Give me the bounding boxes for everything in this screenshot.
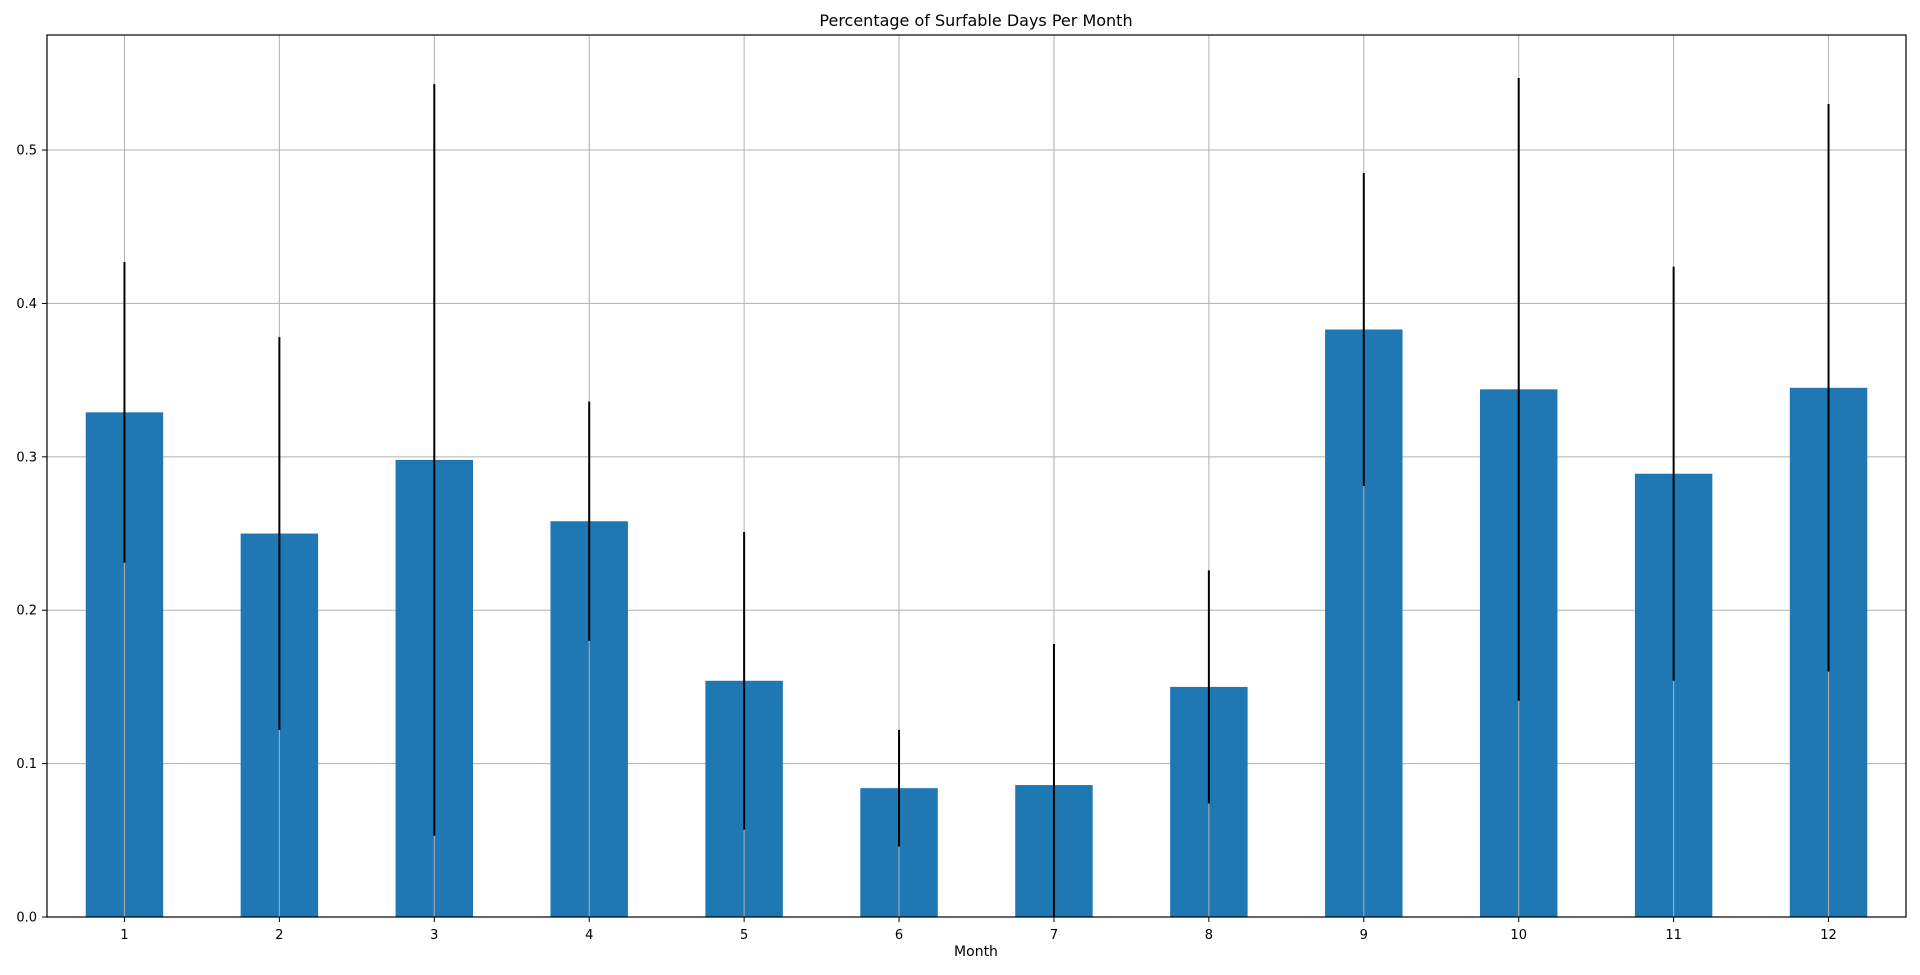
bars-layer (85, 329, 1868, 917)
plot-frame (46, 34, 1907, 918)
y-tick-label: 0.1 (16, 757, 37, 772)
chart-title: Percentage of Surfable Days Per Month (819, 11, 1132, 30)
y-tick-label: 0.3 (16, 450, 37, 465)
x-tick-label: 12 (1820, 928, 1837, 943)
x-tick-label: 1 (120, 928, 128, 943)
y-tick-label: 0.4 (16, 297, 37, 312)
ticks-layer: 0.00.10.20.30.40.51 2 3 4 5 6 7 8 9 10 11 12 (16, 144, 1837, 943)
x-axis-label: Month (954, 944, 998, 960)
x-tick-label: 10 (1510, 928, 1527, 943)
x-tick-label: 4 (585, 928, 593, 943)
x-tick-label: 6 (895, 928, 903, 943)
x-tick-label: 2 (275, 928, 283, 943)
x-tick-label: 3 (430, 928, 438, 943)
x-tick-label: 7 (1050, 928, 1058, 943)
x-tick-label: 9 (1360, 928, 1368, 943)
x-tick-label: 11 (1665, 928, 1682, 943)
x-tick-label: 8 (1205, 928, 1213, 943)
grid-layer (47, 149, 1906, 918)
y-tick-label: 0.5 (16, 144, 37, 159)
errorbars-layer (123, 77, 1830, 917)
y-tick-label: 0.0 (16, 911, 37, 926)
x-tick-label: 5 (740, 928, 748, 943)
y-tick-label: 0.2 (16, 604, 37, 619)
